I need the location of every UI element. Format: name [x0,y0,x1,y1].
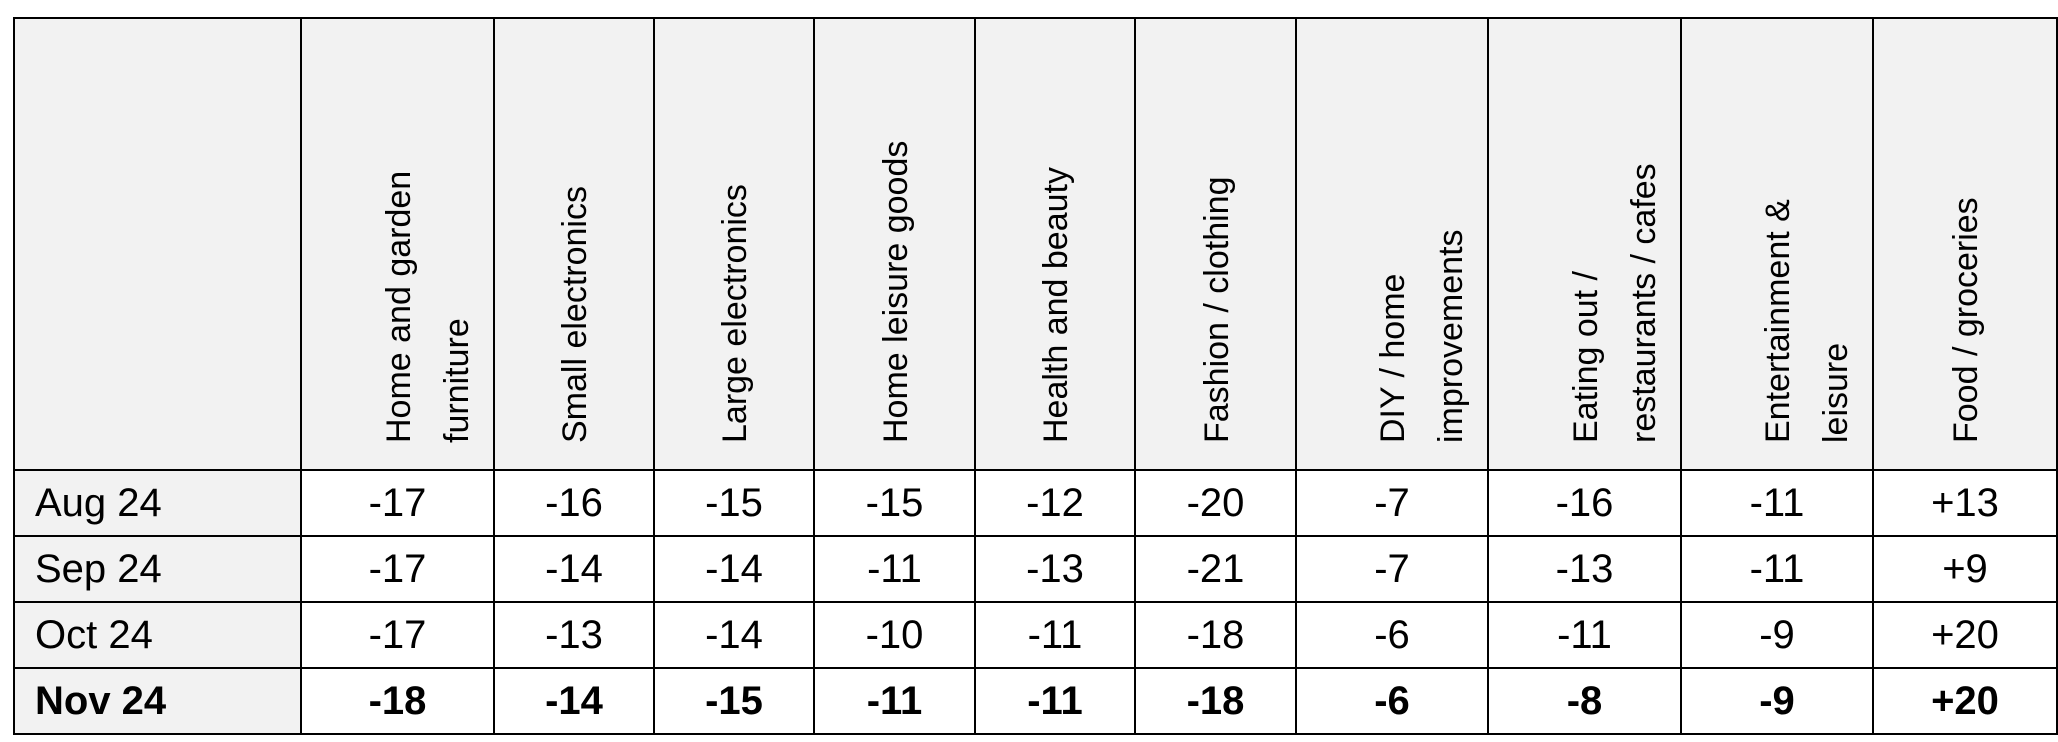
table-row: Sep 24 -17 -14 -14 -11 -13 -21 -7 -13 -11 +9 [13,535,2058,603]
table-cell: -11 [813,667,976,735]
table-cell: -21 [1134,535,1297,603]
table-cell: -16 [1487,469,1682,537]
table-cell: -11 [813,535,976,603]
table-cell: -8 [1487,667,1682,735]
column-header: Fashion / clothing [1134,17,1297,471]
table-cell: -17 [300,469,495,537]
table-body: Aug 24 -17 -16 -15 -15 -12 -20 -7 -16 -11 +13 Sep 2… [13,469,2058,735]
column-header: Health and beauty [974,17,1136,471]
table-cell: -6 [1295,667,1489,735]
column-header-label: Large electronics [716,184,754,443]
column-header-wrap: Large electronics [655,19,813,469]
column-header-wrap: DIY / home improvements [1297,19,1487,469]
table-cell: +9 [1872,535,2058,603]
table-cell: -20 [1134,469,1297,537]
table-cell: -7 [1295,535,1489,603]
table-cell: -14 [653,535,815,603]
corner-cell [13,17,302,471]
table-cell: -9 [1680,667,1874,735]
data-table: Home and garden furniture Small electroni… [13,17,2058,735]
table-cell: -14 [493,667,655,735]
column-header-wrap: Fashion / clothing [1136,19,1295,469]
table-cell: -16 [493,469,655,537]
column-header-label: Fashion / clothing [1197,176,1236,444]
column-header-label: Health and beauty [1037,167,1075,443]
table-cell: -11 [974,601,1136,669]
table-cell: -18 [300,667,495,735]
column-header-label: Eating out / restaurants / cafes [1566,163,1663,443]
row-label: Aug 24 [13,469,302,537]
column-header: Small electronics [493,17,655,471]
column-header-wrap: Health and beauty [976,19,1134,469]
column-header-label: Small electronics [556,186,594,443]
table-cell: -10 [813,601,976,669]
column-header-wrap: Entertainment & leisure [1682,19,1872,469]
column-header: Large electronics [653,17,815,471]
column-header-label: Entertainment & leisure [1759,199,1855,443]
table-cell: -18 [1134,667,1297,735]
column-header-wrap: Small electronics [495,19,653,469]
table-cell: -14 [653,601,815,669]
table-cell: +13 [1872,469,2058,537]
table-cell: -11 [1680,535,1874,603]
column-header-label: Home leisure goods [876,140,915,443]
table-cell: +20 [1872,667,2058,735]
column-header-label: Food / groceries [1947,197,1985,443]
column-header: Food / groceries [1872,17,2058,471]
table-cell: -13 [1487,535,1682,603]
table-cell: -15 [653,469,815,537]
table-cell: -12 [974,469,1136,537]
table-cell: +20 [1872,601,2058,669]
table-cell: -17 [300,535,495,603]
column-header: Entertainment & leisure [1680,17,1874,471]
table-cell: -11 [974,667,1136,735]
table-cell: -14 [493,535,655,603]
column-header-wrap: Home and garden furniture [302,19,493,469]
table-cell: -11 [1487,601,1682,669]
row-label: Sep 24 [13,535,302,603]
table-row: Oct 24 -17 -13 -14 -10 -11 -18 -6 -11 -9 +20 [13,601,2058,669]
table-cell: -15 [813,469,976,537]
table-cell: -13 [493,601,655,669]
table-row: Nov 24 -18 -14 -15 -11 -11 -18 -6 -8 -9 +20 [13,667,2058,735]
table-cell: -9 [1680,601,1874,669]
row-label: Nov 24 [13,667,302,735]
column-header: Eating out / restaurants / cafes [1487,17,1682,471]
table-cell: -11 [1680,469,1874,537]
table-cell: -13 [974,535,1136,603]
column-header-wrap: Home leisure goods [815,19,974,469]
column-header-wrap: Eating out / restaurants / cafes [1489,19,1680,469]
table-cell: -6 [1295,601,1489,669]
column-header: DIY / home improvements [1295,17,1489,471]
table-cell: -7 [1295,469,1489,537]
header-row: Home and garden furniture Small electroni… [13,17,2058,471]
column-header-label: Home and garden furniture [379,170,476,443]
column-header: Home and garden furniture [300,17,495,471]
column-header-label: DIY / home improvements [1374,229,1470,443]
row-label: Oct 24 [13,601,302,669]
table-cell: -18 [1134,601,1297,669]
column-header: Home leisure goods [813,17,976,471]
column-header-wrap: Food / groceries [1874,19,2056,469]
table-cell: -15 [653,667,815,735]
table-row: Aug 24 -17 -16 -15 -15 -12 -20 -7 -16 -11 +13 [13,469,2058,537]
table-cell: -17 [300,601,495,669]
